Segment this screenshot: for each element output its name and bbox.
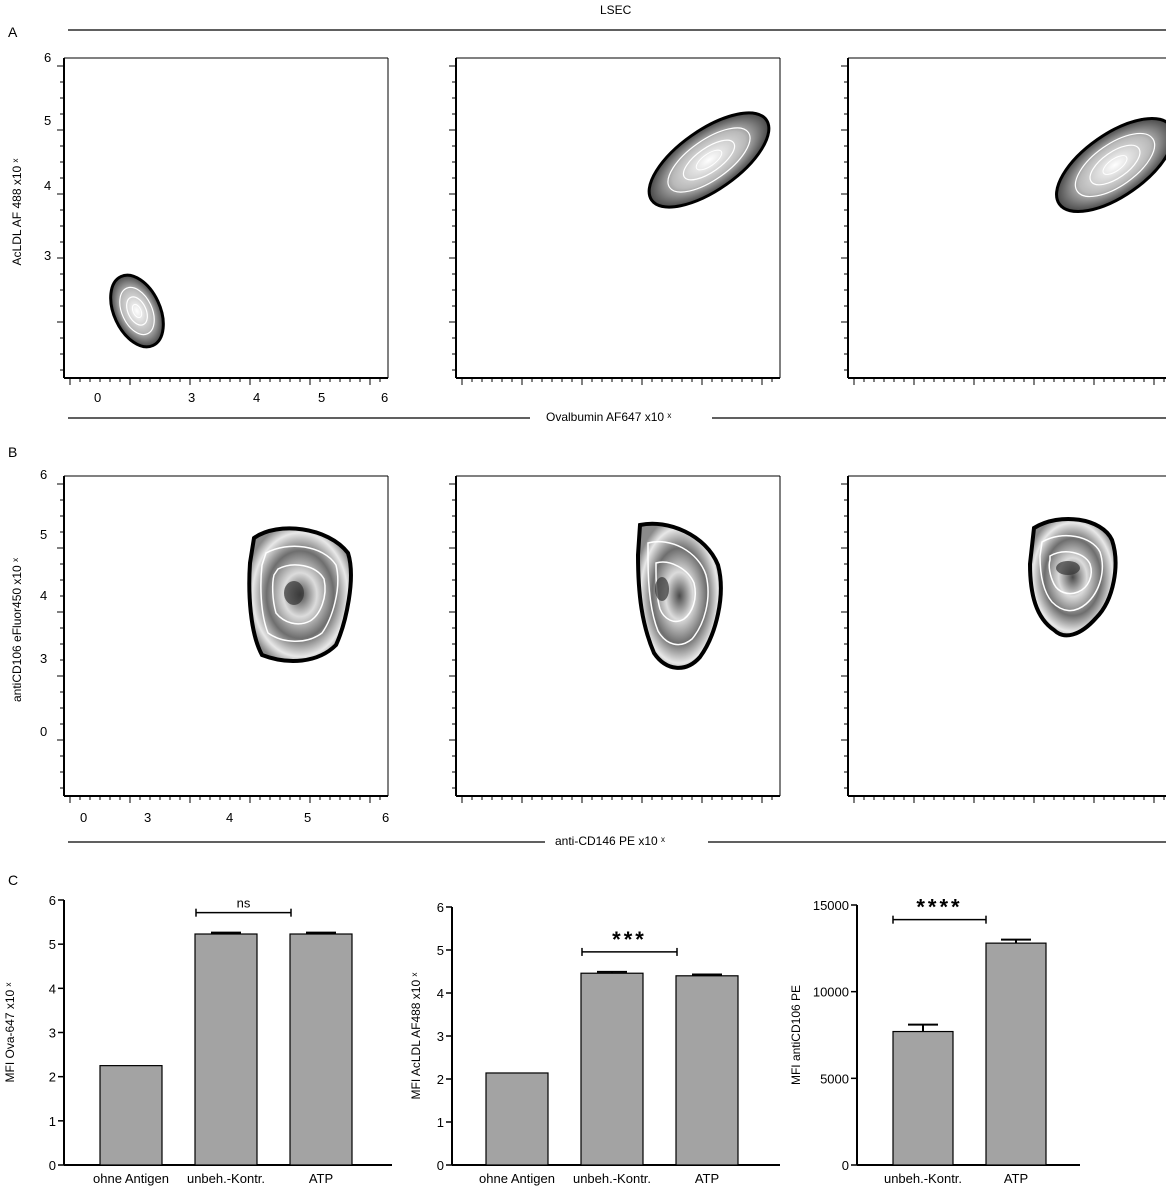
b-ytick-4: 4 [40,588,48,603]
panel-a-plot-2 [455,57,781,379]
panel-b-plot-3 [847,475,1166,797]
panel-a-plot-3 [847,57,1166,379]
bar [675,975,739,1166]
panel-b-plot-1 [63,475,389,797]
y-axis-label: MFI AcLDL AF488 x10 ˣ [409,972,423,1099]
y-tick-label: 6 [437,900,444,915]
a-xtick-3: 3 [188,390,196,405]
category-label: ohne Antigen [479,1171,555,1186]
y-tick-label: 0 [437,1158,444,1173]
category-label: ATP [309,1171,333,1186]
panel-a-plot-1 [63,57,389,379]
y-tick-label: 5000 [820,1071,849,1086]
a-xtick-6: 6 [381,390,389,405]
b-xtick-3: 3 [144,810,152,825]
b-xtick-4: 4 [226,810,234,825]
b-xtick-6: 6 [382,810,390,825]
contour-b3 [1027,516,1118,638]
panel-b-xlabel: anti-CD146 PE x10 ˣ [551,834,669,848]
panel-a-header: LSEC [596,3,636,17]
category-label: ATP [695,1171,719,1186]
significance-label: ns [237,896,251,911]
category-label: unbeh.-Kontr. [884,1171,962,1186]
panel-b-letter: B [8,444,18,460]
significance-label: **** [916,895,962,920]
a-ytick-5: 5 [44,113,52,128]
a-xtick-5: 5 [318,390,326,405]
a-xtick-0: 0 [94,390,102,405]
y-tick-label: 1 [49,1114,56,1129]
a-xtick-4: 4 [253,390,261,405]
category-label: ATP [1004,1171,1028,1186]
y-tick-label: 3 [437,1029,444,1044]
a-ytick-3: 3 [44,248,52,263]
y-tick-label: 3 [49,1026,56,1041]
y-tick-label: 4 [437,986,444,1001]
y-tick-label: 10000 [813,985,849,1000]
b-xtick-0: 0 [80,810,88,825]
b-xtick-5: 5 [304,810,312,825]
bar [485,1072,549,1166]
category-label: ohne Antigen [93,1171,169,1186]
bar [194,933,258,1166]
b-ytick-0: 0 [40,724,48,739]
panel-a-xlabel: Ovalbumin AF647 x10 ˣ [542,410,676,424]
panel-a-ylabel: AcLDL AF 488 x10 ˣ [10,158,24,266]
y-tick-label: 2 [437,1072,444,1087]
significance-label: *** [612,927,647,952]
y-tick-label: 5 [49,937,56,952]
category-label: unbeh.-Kontr. [573,1171,651,1186]
y-tick-label: 1 [437,1115,444,1130]
bar-chart-1: 0 1 2 3 4 5 6 MFI Ova-647 x10 ˣ ohne Antigen unbe… [3,893,392,1186]
contour-b2 [635,521,723,670]
panel-c-letter: C [8,872,19,888]
contour-a2 [647,111,771,209]
contour-a1 [109,273,165,349]
y-axis-label: MFI Ova-647 x10 ˣ [3,982,17,1082]
panel-b-ylabel: antiCD106 eFluor450 x10 ˣ [10,557,24,703]
y-tick-label: 4 [49,981,56,996]
flow-axis-ticks [57,65,1165,803]
panel-b-plot-2 [455,475,781,797]
category-label: unbeh.-Kontr. [187,1171,265,1186]
bar [892,1030,954,1166]
bar [985,942,1047,1166]
y-axis-label: MFI antiCD106 PE [789,985,803,1085]
y-tick-label: 5 [437,943,444,958]
y-tick-label: 6 [49,893,56,908]
b-ytick-6: 6 [40,467,48,482]
bar [580,972,644,1166]
y-tick-label: 0 [49,1158,56,1173]
b-ytick-3: 3 [40,651,48,666]
contour-a3 [1055,116,1166,214]
y-tick-label: 15000 [813,898,849,913]
bar [99,1065,163,1166]
bar-chart-3: 0 5000 10000 15000 MFI antiCD106 PE unbeh.-Ko… [789,895,1080,1186]
y-tick-label: 2 [49,1070,56,1085]
a-ytick-6: 6 [44,50,52,65]
panel-a-letter: A [8,24,18,40]
bar-charts: 0 1 2 3 4 5 6 MFI Ova-647 x10 ˣ ohne Antigen unbe… [3,893,1080,1186]
b-ytick-5: 5 [40,527,48,542]
bar [289,933,353,1166]
a-ytick-4: 4 [44,178,52,193]
bar-chart-2: 0 1 2 3 4 5 6 MFI AcLDL AF488 x10 ˣ ohne Antigen… [409,900,780,1186]
y-tick-label: 0 [842,1158,849,1173]
contour-b1 [247,526,353,663]
